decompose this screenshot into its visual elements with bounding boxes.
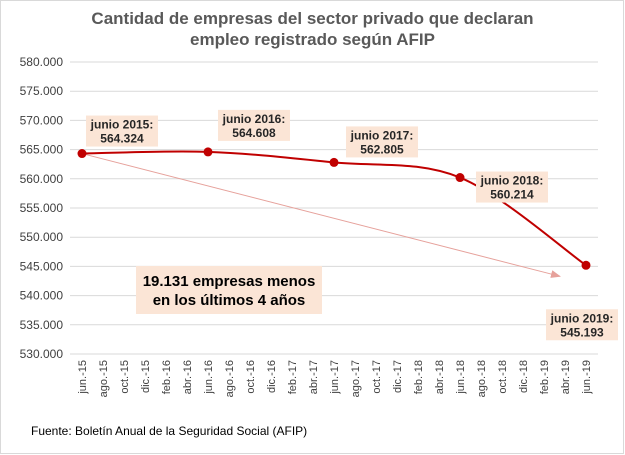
series-line xyxy=(77,147,591,270)
x-tick-label: jun.-15 xyxy=(77,360,89,395)
x-tick-label: feb.-17 xyxy=(287,360,299,394)
y-tick-label: 530.000 xyxy=(20,347,64,361)
callout-box xyxy=(218,109,290,141)
data-label: 545.193 xyxy=(560,325,604,339)
x-tick-label: feb.-19 xyxy=(539,360,551,394)
trend-arrow xyxy=(81,153,561,278)
data-label: junio 2015: xyxy=(90,118,154,132)
x-tick-label: dic.-17 xyxy=(392,360,404,393)
source-note: Fuente: Boletín Anual de la Seguridad So… xyxy=(31,424,308,438)
x-tick-label: ago.-15 xyxy=(98,360,110,397)
callout-box xyxy=(86,115,158,147)
x-tick-label: dic.-15 xyxy=(140,360,152,393)
summary-box-bg xyxy=(136,266,322,314)
x-tick-label: oct.-16 xyxy=(245,360,257,394)
data-point xyxy=(455,173,465,183)
chart-title-line-2: empleo registrado según AFIP xyxy=(190,30,435,49)
y-tick-label: 570.000 xyxy=(20,113,64,127)
data-label: junio 2019: xyxy=(550,311,614,325)
x-tick-label: feb.-18 xyxy=(413,360,425,394)
x-tick-label: feb.-16 xyxy=(161,360,173,394)
x-tick-label: abr.-19 xyxy=(560,360,572,394)
data-callout: junio 2019:545.193 xyxy=(546,309,618,341)
data-callout: junio 2017:562.805 xyxy=(346,126,418,158)
y-axis-ticks: 530.000 535.000 540.000 545.000 550.000 555.0… xyxy=(20,55,64,361)
x-tick-label: oct.-17 xyxy=(371,360,383,394)
x-tick-label: dic.-16 xyxy=(266,360,278,393)
data-label: 564.608 xyxy=(232,126,276,140)
y-tick-label: 545.000 xyxy=(20,259,64,273)
y-tick-label: 540.000 xyxy=(20,289,64,303)
summary-text: en los últimos 4 años xyxy=(153,292,306,309)
x-tick-label: jun.-19 xyxy=(581,360,593,395)
y-tick-label: 575.000 xyxy=(20,84,64,98)
summary-box: 19.131 empresas menos en los últimos 4 añ… xyxy=(136,266,322,314)
x-tick-label: ago.-18 xyxy=(476,360,488,397)
callout-box xyxy=(546,309,618,341)
y-tick-label: 560.000 xyxy=(20,172,64,186)
data-point xyxy=(203,147,213,157)
x-tick-label: dic.-18 xyxy=(518,360,530,393)
data-label: junio 2016: xyxy=(222,112,286,126)
data-label: 564.324 xyxy=(100,132,144,146)
x-tick-label: ago.-17 xyxy=(350,360,362,397)
y-tick-label: 550.000 xyxy=(20,230,64,244)
callout-box xyxy=(346,126,418,158)
x-tick-label: jun.-17 xyxy=(329,360,341,395)
data-callout: junio 2015:564.324 xyxy=(86,115,158,147)
x-tick-label: oct.-15 xyxy=(119,360,131,394)
x-tick-label: abr.-17 xyxy=(308,360,320,394)
x-tick-label: oct.-18 xyxy=(497,360,509,394)
data-label: 560.214 xyxy=(490,188,534,202)
y-tick-label: 565.000 xyxy=(20,143,64,157)
data-label: junio 2018: xyxy=(480,174,544,188)
data-point xyxy=(77,149,87,159)
summary-text: 19.131 empresas menos xyxy=(143,273,316,290)
x-tick-label: ago.-16 xyxy=(224,360,236,397)
x-tick-label: abr.-16 xyxy=(182,360,194,394)
chart-title: Cantidad de empresas del sector privado … xyxy=(0,8,625,50)
x-tick-label: jun.-16 xyxy=(203,360,215,395)
callout-box xyxy=(476,171,548,203)
x-tick-label: abr.-18 xyxy=(434,360,446,394)
x-axis-ticks: jun.-15 ago.-15 oct.-15 dic.-15 feb.-16 abr.-… xyxy=(77,360,593,397)
data-point xyxy=(581,260,591,270)
data-label: junio 2017: xyxy=(350,128,414,142)
chart-title-line-1: Cantidad de empresas del sector privado … xyxy=(91,9,534,28)
data-callout: junio 2016:564.608 xyxy=(218,109,290,141)
trend-arrow-line xyxy=(81,153,561,278)
data-label: 562.805 xyxy=(360,142,404,156)
x-tick-label: jun.-18 xyxy=(455,360,467,395)
y-tick-label: 580.000 xyxy=(20,55,64,69)
y-tick-label: 555.000 xyxy=(20,201,64,215)
data-point xyxy=(329,157,339,167)
y-tick-label: 535.000 xyxy=(20,318,64,332)
data-callout: junio 2018:560.214 xyxy=(476,171,548,203)
